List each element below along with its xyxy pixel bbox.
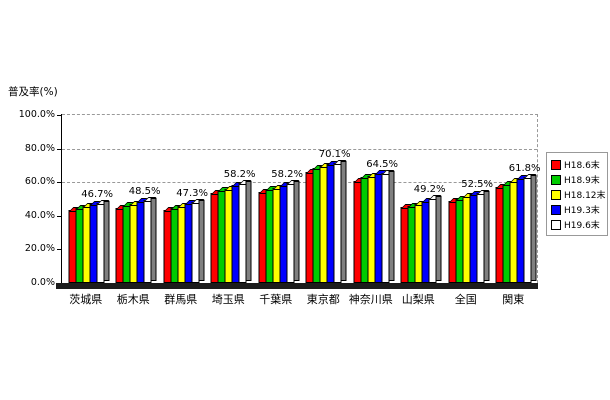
y-tick-mark [57, 249, 62, 251]
x-category-label: 茨城県 [69, 293, 103, 306]
x-category-label: 千葉県 [259, 293, 293, 306]
bar [238, 181, 252, 283]
bar [381, 170, 395, 283]
legend-color-swatch [551, 204, 561, 215]
bars-row [495, 175, 537, 283]
x-category-label: 山梨県 [401, 293, 435, 306]
bars-row [163, 199, 205, 283]
bars-row [305, 161, 347, 283]
bar [476, 190, 490, 283]
bar-group: 64.5% 神奈川県 [347, 115, 399, 306]
bar [523, 175, 537, 283]
bar-value-label: 52.5% [461, 178, 494, 190]
legend-color-swatch [551, 174, 561, 185]
x-category-label: 関東 [502, 293, 525, 306]
bar [96, 200, 110, 283]
bar [428, 196, 442, 283]
gridline-80 [62, 148, 537, 150]
y-axis-line [61, 114, 62, 283]
bar-value-label: 58.2% [223, 169, 256, 181]
legend-item-label: H18.9末 [564, 176, 600, 186]
y-tick-mark [57, 148, 62, 150]
y-tick-mark [57, 115, 62, 116]
bars-row [258, 181, 300, 283]
y-tick-label: 60.0% [24, 176, 55, 188]
legend-item: H18.6末 [551, 157, 605, 172]
plot-area: 0.0% 20.0% 40.0% 60.0% 80.0% 100.0% 46.7% 茨城県 4… [19, 109, 541, 306]
legend-item: H19.6末 [551, 217, 605, 232]
bar-group: 52.5% 全国 [442, 115, 494, 306]
bars-row [448, 190, 490, 283]
y-tick-mark [57, 182, 62, 184]
bar-value-label: 49.2% [413, 184, 446, 196]
bar [191, 199, 205, 283]
bar-group: 70.1% 東京都 [300, 115, 351, 306]
legend-item: H19.3末 [551, 202, 605, 217]
bar-group: 46.7% 茨城県 [62, 115, 114, 306]
bars-row [115, 197, 157, 283]
bar [286, 181, 300, 283]
bar-group: 61.8% 関東 [490, 115, 541, 306]
x-category-label: 群馬県 [164, 293, 198, 306]
bar-value-label: 47.3% [176, 187, 209, 199]
y-tick-label: 20.0% [24, 243, 55, 255]
bar-group: 49.2% 山梨県 [395, 115, 446, 306]
bar-value-label: 48.5% [128, 185, 161, 197]
bar-value-label: 70.1% [318, 149, 351, 161]
y-tick-label: 80.0% [24, 142, 55, 154]
bar-value-label: 46.7% [81, 188, 114, 200]
legend: H18.6末 H18.9末 H18.12末 H19.3末 H19.6末 [546, 152, 608, 236]
bar [333, 161, 347, 283]
gridline-60 [62, 182, 537, 184]
bars-row [400, 196, 442, 283]
bar-value-label: 58.2% [271, 169, 304, 181]
x-category-label: 神奈川県 [348, 293, 393, 306]
y-tick-label: 40.0% [24, 209, 55, 221]
x-category-label: 栃木県 [116, 293, 150, 306]
bar-value-label: 61.8% [508, 163, 541, 175]
legend-color-swatch [551, 159, 561, 170]
x-category-label: 埼玉県 [211, 293, 245, 306]
y-axis-title: 普及率(%) [8, 86, 58, 98]
chart-floor [56, 283, 538, 289]
legend-item-label: H18.12末 [564, 191, 606, 201]
bars-row [210, 181, 252, 283]
legend-item-label: H19.3末 [564, 206, 600, 216]
y-tick-label: 0.0% [30, 277, 55, 288]
bar-group: 47.3% 群馬県 [157, 115, 209, 306]
bars-row [353, 170, 395, 283]
bar-group: 58.2% 埼玉県 [205, 115, 256, 306]
x-category-label: 東京都 [306, 293, 340, 306]
bars-row [68, 200, 110, 283]
y-tick-label: 100.0% [18, 109, 55, 120]
x-category-label: 全国 [454, 293, 477, 306]
legend-item: H18.12末 [551, 187, 606, 202]
legend-color-swatch [551, 219, 561, 230]
legend-item: H18.9末 [551, 172, 605, 187]
bar-value-label: 64.5% [366, 158, 399, 170]
y-tick-mark [57, 215, 62, 217]
bar-group: 58.2% 千葉県 [252, 115, 304, 306]
bar [143, 197, 157, 283]
legend-item-label: H18.6末 [564, 161, 600, 171]
bar-group: 48.5% 栃木県 [110, 115, 161, 306]
legend-color-swatch [551, 189, 561, 200]
legend-item-label: H19.6末 [564, 221, 600, 231]
